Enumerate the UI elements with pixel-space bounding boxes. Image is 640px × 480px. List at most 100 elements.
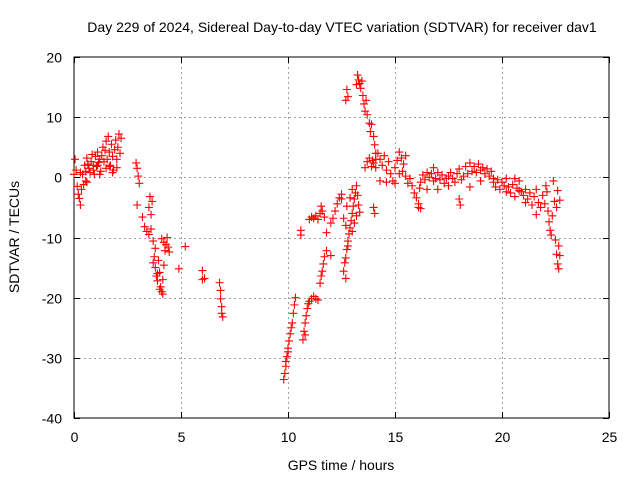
data-point xyxy=(174,264,183,273)
data-point xyxy=(93,148,102,157)
data-point xyxy=(534,198,543,207)
data-point xyxy=(352,181,361,190)
data-point xyxy=(81,176,90,185)
data-point xyxy=(540,199,549,208)
data-point xyxy=(317,272,326,281)
data-point xyxy=(361,163,370,172)
data-point xyxy=(101,146,110,155)
data-point xyxy=(440,179,449,188)
data-point xyxy=(216,294,225,303)
data-point xyxy=(465,158,474,167)
data-point xyxy=(438,170,447,179)
data-point xyxy=(553,186,562,195)
data-point xyxy=(536,203,545,212)
data-point xyxy=(519,191,528,200)
data-point xyxy=(144,230,153,239)
data-point xyxy=(478,163,487,172)
data-point xyxy=(416,178,425,187)
data-point xyxy=(117,134,126,143)
data-point xyxy=(551,235,560,244)
axis-tick-labels: 0 5 10 15 20 25 -40 -30 -20 -10 0 10 20 xyxy=(42,50,618,446)
data-point xyxy=(508,180,517,189)
data-point xyxy=(393,156,402,165)
data-point xyxy=(328,214,337,223)
data-point xyxy=(150,252,159,261)
data-point xyxy=(367,120,376,129)
data-point xyxy=(397,154,406,163)
y-tick-label: -30 xyxy=(42,351,62,367)
data-point xyxy=(151,244,160,253)
data-point xyxy=(91,152,100,161)
data-point xyxy=(340,258,349,267)
data-point xyxy=(341,221,350,230)
data-point xyxy=(145,192,154,201)
y-tick-label: 0 xyxy=(54,170,62,186)
data-point xyxy=(500,181,509,190)
data-point xyxy=(532,185,541,194)
data-point xyxy=(339,214,348,223)
data-point xyxy=(362,96,371,105)
data-point xyxy=(371,163,380,172)
data-point xyxy=(485,172,494,181)
data-point xyxy=(541,181,550,190)
y-tick-label: -20 xyxy=(42,291,62,307)
data-point xyxy=(144,203,153,212)
data-point xyxy=(444,172,453,181)
data-point xyxy=(282,352,291,361)
data-point xyxy=(320,252,329,261)
data-point xyxy=(133,164,142,173)
data-point xyxy=(289,309,298,318)
data-point xyxy=(134,172,143,181)
data-point xyxy=(158,275,167,284)
data-point xyxy=(76,168,85,177)
data-point xyxy=(149,258,158,267)
data-point xyxy=(435,175,444,184)
data-point xyxy=(341,274,350,283)
data-point xyxy=(415,184,424,193)
data-point xyxy=(318,207,327,216)
data-point xyxy=(296,231,305,240)
data-point xyxy=(147,210,156,219)
data-point xyxy=(302,311,311,320)
data-point xyxy=(401,172,410,181)
x-tick-label: 5 xyxy=(178,429,186,445)
data-point xyxy=(93,161,102,170)
data-point xyxy=(337,194,346,203)
data-point xyxy=(103,155,112,164)
data-point xyxy=(487,167,496,176)
data-point xyxy=(133,201,142,210)
data-point xyxy=(420,175,429,184)
data-point xyxy=(331,207,340,216)
data-point xyxy=(339,267,348,276)
data-point xyxy=(77,185,86,194)
data-point xyxy=(301,330,310,339)
data-point xyxy=(147,225,156,234)
data-point xyxy=(474,160,483,169)
data-point xyxy=(455,164,464,173)
y-tick-label: -10 xyxy=(42,231,62,247)
data-point xyxy=(356,84,365,93)
data-point xyxy=(301,318,310,327)
data-point xyxy=(82,178,91,187)
data-point xyxy=(341,253,350,262)
data-point xyxy=(348,209,357,218)
data-point xyxy=(453,169,462,178)
data-point xyxy=(370,140,379,149)
data-point xyxy=(313,215,322,224)
data-point xyxy=(112,163,121,172)
y-tick-label: 20 xyxy=(46,50,62,66)
data-point xyxy=(106,161,115,170)
data-point xyxy=(218,312,227,321)
data-point xyxy=(456,201,465,210)
data-point xyxy=(135,179,144,188)
x-axis-label: GPS time / hours xyxy=(288,457,395,473)
data-point xyxy=(322,246,331,255)
data-point xyxy=(384,157,393,166)
data-point xyxy=(97,151,106,160)
data-point xyxy=(431,174,440,183)
y-tick-label: -40 xyxy=(42,411,62,427)
data-point xyxy=(546,226,555,235)
data-point xyxy=(148,197,157,206)
